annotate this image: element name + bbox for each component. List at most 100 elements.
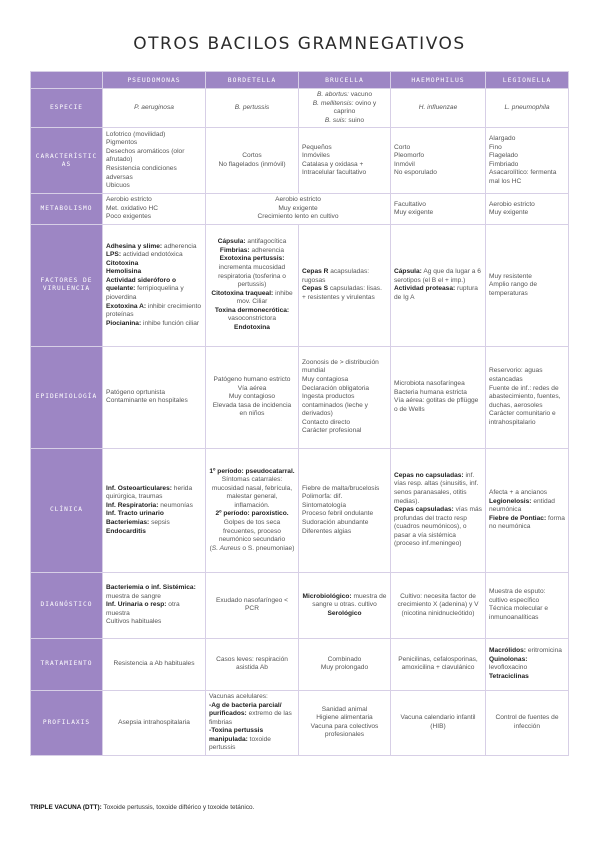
cell-text: No esporulado xyxy=(394,169,437,177)
column-header: BRUCELLA xyxy=(298,71,391,89)
cell-text: Desechos aromáticos (olor afrutado) xyxy=(106,147,185,164)
cell-text: vasoconstrictora xyxy=(227,315,276,323)
bold-term: Actividad proteasa: xyxy=(394,285,456,293)
cell-line: Muestra de esputo: cultivo específico xyxy=(489,588,565,605)
cell-text: levofloxacino xyxy=(489,664,528,672)
bold-term: Adhesina y slime: xyxy=(106,242,163,250)
cell-text: incrementa mucosidad respiratoria (tosfe… xyxy=(218,264,286,289)
cell-line: Cápsula: antifagocítica xyxy=(209,238,295,247)
bold-term: -Toxina pertussis manipulada: xyxy=(209,727,264,743)
cell-text: Penicilinas, cefalosporinas, amoxicilina… xyxy=(398,655,478,672)
cell-text: Vacunas acelulares: xyxy=(209,692,268,700)
cell-line: Catalasa y oxidasa + xyxy=(302,161,387,170)
cell-text: Amplio rango de temperaturas xyxy=(489,281,538,297)
cell-text: Met. oxidativo HC xyxy=(106,204,159,212)
row-header: EPIDEMIOLOGÍA xyxy=(30,345,103,449)
cell-line: Declaración obligatoria xyxy=(302,385,387,394)
cell-text: Aerobio estricto xyxy=(275,196,321,204)
header-row: PSEUDOMONAS BORDETELLA BRUCELLA HAEMOPHI… xyxy=(30,71,569,89)
bold-term: Cápsula: xyxy=(217,238,246,246)
cell-text: inhibir crecimiento proteínas xyxy=(106,302,202,319)
cell-line: Aerobio estricto xyxy=(209,196,387,205)
cell-text: capsuladas: lisas. + resistentes y virul… xyxy=(302,285,382,301)
cell-text: Declaración obligatoria xyxy=(302,384,370,392)
table-cell: Cepas no capsuladas: inf. vías resp. alt… xyxy=(390,447,486,573)
cell-text: toxoide pertussis xyxy=(209,735,271,752)
table-row: TRATAMIENTO Resistencia a Ab habituales Ca… xyxy=(30,637,569,691)
table-cell: Aerobio estricto Muy exigente Crecimiento … xyxy=(205,193,391,225)
cell-line: Combinado xyxy=(302,656,387,665)
cell-line: Fuente de inf.: redes de abastecimiento,… xyxy=(489,385,565,411)
cell-line: L. pneumophila xyxy=(489,104,565,113)
cell-line: Higiene alimentaria xyxy=(302,714,387,723)
cell-line: Endotoxina xyxy=(209,324,295,333)
bold-term: Cepas capsuladas: xyxy=(394,506,454,514)
cell-text: Muy contagiosa xyxy=(302,376,349,384)
bold-term: Inf. Respiratoria: xyxy=(106,501,159,509)
cell-line: LPS: actividad endotóxica xyxy=(106,251,202,260)
cell-text: Pleomorfo xyxy=(394,152,425,160)
cell-line: Fimbriado xyxy=(489,161,565,170)
bold-term: Inf. Osteoarticulares: xyxy=(106,484,172,492)
row-header: CLÍNICA xyxy=(30,447,103,573)
cell-line: Exotoxina A: inhibir crecimiento proteín… xyxy=(106,303,202,320)
bold-term: Exotoxina A: xyxy=(106,302,147,310)
cell-line: Asacarolítico: fermenta mal los HC xyxy=(489,169,565,186)
cell-line: Microbiológico: muestra de sangre u otra… xyxy=(302,593,387,610)
cell-line: Aerobio estricto xyxy=(106,196,202,205)
cell-text: suino xyxy=(346,116,365,124)
bold-term: Citotoxina xyxy=(106,259,139,267)
cell-text: Muy exigente xyxy=(394,209,434,217)
cell-text: adherencia xyxy=(162,242,197,250)
cell-text: Lofotrico (movilidad) xyxy=(106,130,166,138)
cell-text: No flagelados (inmóvil) xyxy=(218,160,286,168)
bold-term: Inf. Tracto urinario xyxy=(106,510,164,518)
cell-line: Exotoxina pertussis: incrementa mucosida… xyxy=(209,255,295,289)
cell-text: Reservorio: aguas estancadas xyxy=(489,367,543,384)
table-cell: L. pneumophila xyxy=(485,87,569,129)
cell-text: Diferentes algias xyxy=(302,527,352,535)
cell-line: Vacuna calendario infantil (HIB) xyxy=(394,714,482,731)
cell-line: P. aeruginosa xyxy=(106,104,202,113)
bold-term: Bacteriemias: xyxy=(106,519,150,526)
cell-line: Fiebre de Pontiac: forma no neumónica xyxy=(489,515,565,532)
bold-term: Microbiológico: xyxy=(302,592,352,600)
cell-text: Síntomas catarrales: mucosidad nasal, fe… xyxy=(211,476,293,509)
cell-text: Golpes de tos seca frecuentes, proceso n… xyxy=(218,519,286,544)
cell-text: ( xyxy=(209,544,212,552)
cell-line: Exudado nasofaríngeo < PCR xyxy=(209,597,295,614)
cell-line: No esporulado xyxy=(394,169,482,178)
bold-term: Quinolonas: xyxy=(489,655,528,663)
table-cell: Vacunas acelulares: -Ag de bacteria parci… xyxy=(205,689,299,756)
cell-text: neumonías xyxy=(158,501,193,509)
cell-text: Inmóvil xyxy=(394,160,415,168)
cell-text: ovino y caprino xyxy=(333,99,377,116)
cell-line: 2º período: paroxístico. xyxy=(209,510,295,519)
cell-line: Crecimiento lento en cultivo xyxy=(209,213,387,222)
bold-term: 2º período: paroxístico. xyxy=(215,510,289,518)
table-cell: Reservorio: aguas estancadas Fuente de in… xyxy=(485,345,569,449)
table-cell: Patógeno oprtunista Contaminante en hospi… xyxy=(102,345,206,449)
bold-term: Cepas S xyxy=(302,285,329,293)
table-cell: Aerobio estricto Muy exigente xyxy=(485,193,569,225)
cell-line: Zoonosis de > distribución mundial xyxy=(302,359,387,376)
table-cell: Vacuna calendario infantil (HIB) xyxy=(390,689,486,756)
cell-text: Alargado xyxy=(489,135,516,143)
cell-text: vías más profundas del tracto resp (cuad… xyxy=(394,506,482,548)
cell-text: Técnica molecular e inmunoanalíticas xyxy=(489,605,549,621)
cell-line: H. influenzae xyxy=(394,104,482,113)
table-row: METABOLISMO Aerobio estricto Met. oxidativ… xyxy=(30,193,569,225)
row-header: DIAGNÓSTICO xyxy=(30,571,103,639)
row-header: PROFILAXIS xyxy=(30,689,103,756)
table-row: ESPECIE P. aeruginosa B. pertussis B. abort… xyxy=(30,87,569,129)
cell-line: Flagelado xyxy=(489,152,565,161)
table-body: ESPECIE P. aeruginosa B. pertussis B. abort… xyxy=(30,87,569,756)
cell-text: Pequeños xyxy=(302,143,332,151)
cell-line: Fino xyxy=(489,144,565,153)
cell-line: Cápsula: Ag que da lugar a 6 serotipos (… xyxy=(394,268,482,285)
cell-line: B. suis: suino xyxy=(302,117,387,126)
cell-text: inhibe mov. Ciliar xyxy=(236,289,293,306)
cell-text: Poco exigentes xyxy=(106,213,152,221)
bold-term: Cepas no capsuladas: xyxy=(394,471,464,479)
cell-line: Inf. Tracto urinario xyxy=(106,510,202,519)
